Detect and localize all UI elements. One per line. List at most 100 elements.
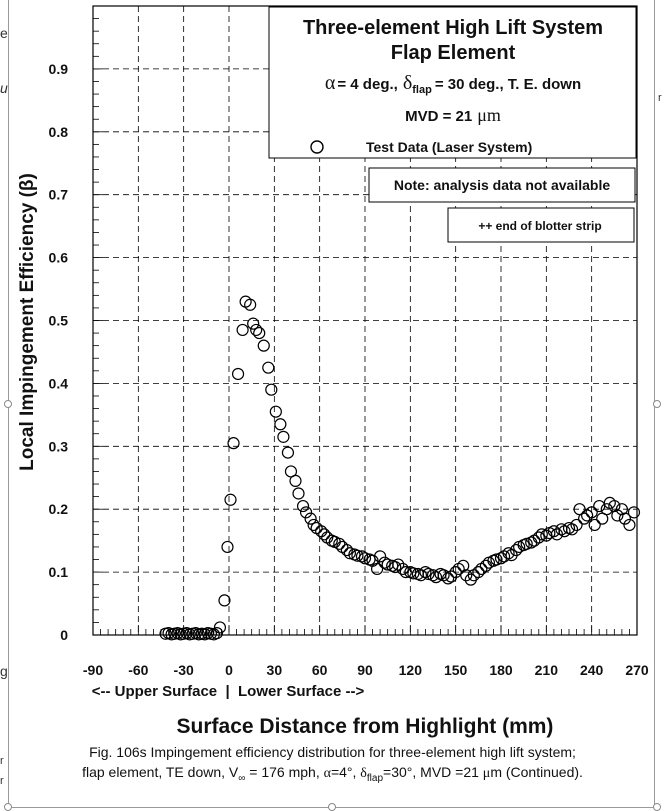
chart-title-line-1: Three-element High Lift System bbox=[303, 17, 603, 39]
data-point bbox=[570, 518, 583, 532]
axis-ticks: -90 -60 -30 0 30 60 90 120 150 180 210 240 270 0 0.1 0.… bbox=[49, 5, 649, 678]
figure-caption: Fig. 106s Impingement efficiency distrib… bbox=[0, 744, 665, 784]
mvd-value: MVD = 21 bbox=[405, 108, 472, 125]
x-sublabel: <-- Upper Surface | Lower Surface --> bbox=[92, 683, 365, 700]
data-point bbox=[578, 512, 591, 525]
x-tick-label: -30 bbox=[174, 662, 194, 678]
data-point bbox=[355, 550, 369, 563]
x-tick-label: 240 bbox=[580, 662, 604, 678]
data-point bbox=[304, 512, 317, 525]
x-axis-label: Surface Distance from Highlight (mm) bbox=[177, 715, 554, 738]
x-tick-label: 150 bbox=[444, 662, 468, 678]
data-point bbox=[389, 560, 402, 574]
caption-subscript: flap bbox=[366, 772, 384, 784]
note-blotter: ++ end of blotter strip bbox=[478, 219, 601, 233]
mvd-unit: μm bbox=[477, 105, 501, 125]
alpha-symbol: α bbox=[325, 72, 336, 94]
x-tick-label: 270 bbox=[625, 662, 649, 678]
data-point bbox=[611, 509, 624, 522]
data-point bbox=[378, 556, 391, 569]
caption-text: =4°, bbox=[330, 764, 361, 780]
edge-letter: r bbox=[0, 755, 4, 767]
edge-letter: u bbox=[0, 80, 8, 96]
data-point bbox=[253, 326, 266, 340]
data-point bbox=[318, 528, 331, 541]
caption-subscript: ∞ bbox=[238, 772, 246, 784]
resize-handle-top-left[interactable] bbox=[4, 400, 12, 408]
data-point bbox=[623, 518, 636, 532]
edge-letter: e bbox=[0, 25, 8, 41]
data-point bbox=[370, 562, 384, 576]
x-tick-label: 180 bbox=[489, 662, 513, 678]
caption-alpha: α bbox=[323, 766, 331, 781]
y-tick-label: 0.5 bbox=[49, 313, 69, 329]
data-point bbox=[213, 621, 227, 634]
data-point bbox=[472, 565, 485, 579]
data-point bbox=[600, 503, 613, 516]
delta-subscript: flap bbox=[412, 84, 432, 96]
edge-letter: g bbox=[0, 663, 8, 679]
caption-delta: δ bbox=[360, 766, 367, 781]
data-point bbox=[221, 540, 234, 554]
data-point bbox=[442, 572, 455, 585]
y-tick-label: 0.9 bbox=[49, 61, 69, 77]
data-point bbox=[396, 562, 409, 576]
x-tick-label: 210 bbox=[535, 662, 559, 678]
y-tick-label: 0.1 bbox=[49, 564, 69, 580]
x-tick-label: 120 bbox=[399, 662, 423, 678]
data-point bbox=[565, 523, 579, 536]
blotter-note-box bbox=[447, 207, 635, 243]
data-point bbox=[593, 499, 606, 513]
data-point bbox=[281, 446, 295, 459]
x-tick-label: 90 bbox=[357, 662, 373, 678]
alpha-value: = 4 deg., bbox=[337, 76, 397, 93]
caption-line-1: Fig. 106s Impingement efficiency distrib… bbox=[89, 744, 576, 760]
data-point bbox=[422, 567, 435, 581]
caption-text: flap element, TE down, V bbox=[82, 764, 239, 780]
data-point bbox=[289, 474, 302, 487]
data-point bbox=[333, 537, 346, 550]
data-point bbox=[277, 430, 290, 443]
data-point bbox=[535, 528, 548, 541]
data-point bbox=[269, 405, 282, 418]
data-point bbox=[502, 547, 515, 560]
x-tick-label: 60 bbox=[312, 662, 328, 678]
resize-handle-right[interactable] bbox=[653, 400, 661, 408]
y-axis-label: Local Impingement Efficiency (β) bbox=[17, 173, 38, 471]
data-point bbox=[343, 547, 356, 560]
x-tick-label: 0 bbox=[225, 662, 233, 678]
note-analysis: Note: analysis data not available bbox=[394, 177, 611, 193]
data-point bbox=[399, 565, 412, 579]
y-tick-label: 0.4 bbox=[49, 375, 69, 391]
delta-value: = 30 deg., T. E. down bbox=[435, 76, 581, 93]
note-box bbox=[368, 167, 636, 203]
y-tick-label: 0.2 bbox=[49, 501, 69, 517]
data-point bbox=[224, 493, 237, 506]
data-point bbox=[274, 418, 287, 431]
data-point bbox=[520, 537, 533, 550]
legend-marker-open-circle bbox=[310, 140, 324, 154]
data-point bbox=[236, 323, 249, 337]
data-point bbox=[247, 317, 260, 330]
y-tick-label: 0.8 bbox=[49, 124, 69, 140]
x-tick-label: -60 bbox=[128, 662, 148, 678]
data-point bbox=[292, 487, 305, 500]
data-point bbox=[265, 383, 278, 396]
caption-text: =30°, MVD =21 bbox=[383, 764, 483, 780]
y-tick-label: 0.3 bbox=[49, 438, 69, 454]
edge-letter: r bbox=[658, 92, 662, 104]
data-point bbox=[218, 594, 231, 607]
flow-conditions: α = 4 deg., δflap = 30 deg., T. E. down bbox=[325, 72, 581, 96]
data-points bbox=[159, 295, 641, 641]
data-point bbox=[296, 499, 310, 513]
title-box bbox=[268, 6, 637, 159]
caption-mu: μ bbox=[482, 766, 491, 781]
chart-title-line-2: Flap Element bbox=[391, 42, 516, 64]
y-tick-label: 0.7 bbox=[49, 187, 69, 203]
data-point bbox=[351, 549, 364, 562]
data-point bbox=[585, 506, 598, 519]
caption-text: = 176 mph, bbox=[245, 764, 324, 780]
data-point bbox=[407, 567, 420, 580]
data-point bbox=[299, 506, 313, 519]
